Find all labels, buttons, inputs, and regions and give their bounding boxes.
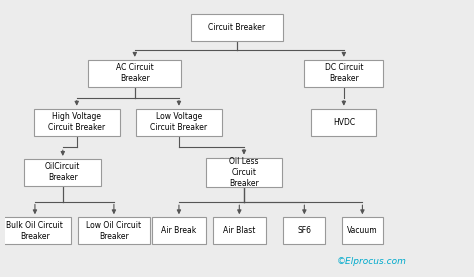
Text: Circuit Breaker: Circuit Breaker: [209, 23, 265, 32]
Bar: [311, 109, 376, 136]
Text: Air Blast: Air Blast: [223, 226, 255, 235]
Bar: [88, 60, 181, 87]
Bar: [206, 158, 283, 187]
Bar: [283, 217, 325, 244]
Bar: [136, 109, 222, 136]
Bar: [213, 217, 266, 244]
Text: DC Circuit
Breaker: DC Circuit Breaker: [325, 63, 363, 83]
Bar: [152, 217, 206, 244]
Text: Low Voltage
Circuit Breaker: Low Voltage Circuit Breaker: [150, 112, 208, 132]
Text: High Voltage
Circuit Breaker: High Voltage Circuit Breaker: [48, 112, 105, 132]
Bar: [191, 14, 283, 41]
Text: ©Elprocus.com: ©Elprocus.com: [337, 257, 407, 266]
Bar: [0, 217, 71, 244]
Text: Oil Less
Circuit
Breaker: Oil Less Circuit Breaker: [229, 157, 259, 188]
Text: HVDC: HVDC: [333, 118, 355, 127]
Bar: [78, 217, 150, 244]
Text: Bulk Oil Circuit
Breaker: Bulk Oil Circuit Breaker: [7, 221, 64, 241]
Text: SF6: SF6: [297, 226, 311, 235]
Bar: [341, 217, 383, 244]
Bar: [304, 60, 383, 87]
Bar: [34, 109, 120, 136]
Text: Low Oil Circuit
Breaker: Low Oil Circuit Breaker: [86, 221, 141, 241]
Text: Vacuum: Vacuum: [347, 226, 378, 235]
Text: AC Circuit
Breaker: AC Circuit Breaker: [116, 63, 154, 83]
Text: Air Break: Air Break: [161, 226, 197, 235]
Text: OilCircuit
Breaker: OilCircuit Breaker: [45, 162, 81, 183]
Bar: [25, 159, 101, 186]
